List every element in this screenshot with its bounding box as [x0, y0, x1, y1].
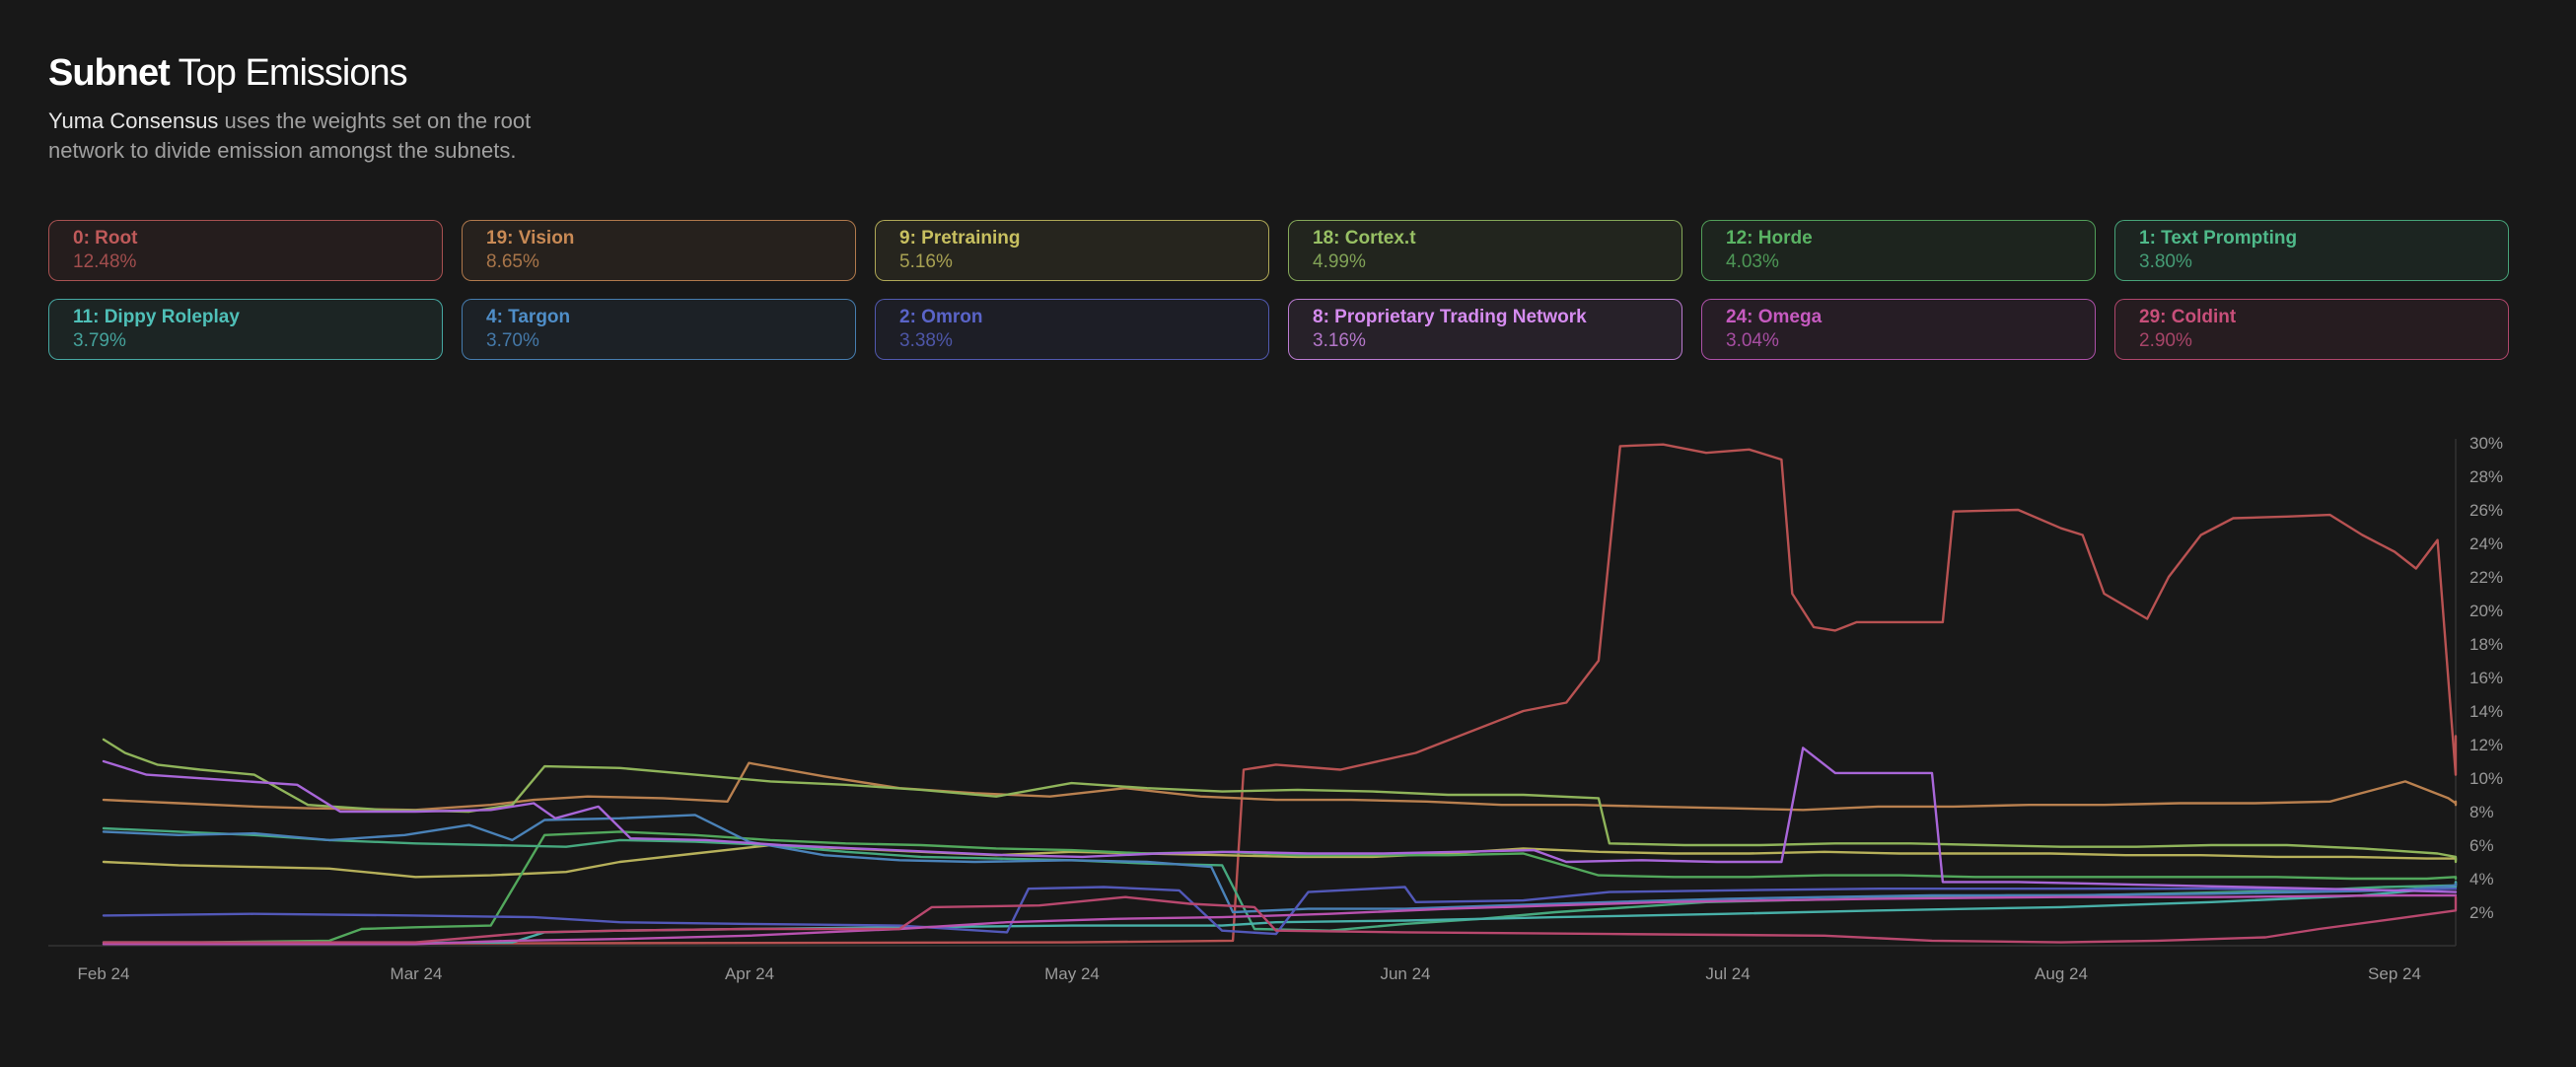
legend-value: 12.48%	[73, 251, 137, 272]
series-line	[102, 886, 2458, 936]
y-tick-label: 28%	[2469, 467, 2503, 486]
legend-value: 8.65%	[486, 251, 539, 272]
legend-value: 2.90%	[2139, 330, 2192, 351]
legend-name: 2: Omron	[899, 307, 983, 327]
legend-card[interactable]: 2: Omron 3.38%	[875, 299, 1269, 360]
legend-value: 3.80%	[2139, 251, 2192, 272]
x-tick-label: Aug 24	[2035, 964, 2088, 983]
subtitle-text: uses the weights set on the root network…	[48, 108, 532, 163]
x-tick-label: Jul 24	[1705, 964, 1750, 983]
legend-card[interactable]: 19: Vision 8.65%	[462, 220, 856, 281]
y-tick-label: 6%	[2469, 836, 2494, 855]
legend-card[interactable]: 29: Coldint 2.90%	[2114, 299, 2509, 360]
title-light: Top Emissions	[178, 52, 408, 94]
subnet-legend: 0: Root 12.48% 19: Vision 8.65% 9: Pretraini…	[48, 220, 2509, 360]
x-tick-label: Feb 24	[78, 964, 130, 983]
series-line	[102, 443, 2458, 946]
y-tick-label: 16%	[2469, 669, 2503, 687]
legend-card[interactable]: 12: Horde 4.03%	[1701, 220, 2096, 281]
series-line	[102, 881, 2458, 946]
page-subtitle: Yuma Consensus uses the weights set on t…	[48, 107, 601, 166]
y-tick-label: 4%	[2469, 870, 2494, 889]
series-line	[102, 843, 2458, 879]
legend-card[interactable]: 0: Root 12.48%	[48, 220, 443, 281]
x-tick-label: Jun 24	[1380, 964, 1430, 983]
legend-name: 4: Targon	[486, 307, 571, 327]
y-tick-label: 18%	[2469, 635, 2503, 654]
legend-card[interactable]: 4: Targon 3.70%	[462, 299, 856, 360]
legend-card[interactable]: 1: Text Prompting 3.80%	[2114, 220, 2509, 281]
legend-card[interactable]: 11: Dippy Roleplay 3.79%	[48, 299, 443, 360]
series-line	[102, 761, 2458, 812]
y-tick-label: 20%	[2469, 602, 2503, 620]
title-bold: Subnet	[48, 52, 171, 94]
legend-value: 4.99%	[1313, 251, 1366, 272]
legend-value: 3.16%	[1313, 330, 1366, 351]
y-tick-label: 14%	[2469, 702, 2503, 721]
series-line	[102, 893, 2458, 946]
legend-value: 3.79%	[73, 330, 126, 351]
legend-name: 24: Omega	[1726, 307, 1823, 327]
legend-name: 1: Text Prompting	[2139, 228, 2298, 249]
legend-value: 4.03%	[1726, 251, 1779, 272]
legend-name: 8: Proprietary Trading Network	[1313, 307, 1587, 327]
legend-card[interactable]: 8: Proprietary Trading Network 3.16%	[1288, 299, 1682, 360]
legend-card[interactable]: 9: Pretraining 5.16%	[875, 220, 1269, 281]
x-tick-label: Sep 24	[2368, 964, 2421, 983]
legend-card[interactable]: 24: Omega 3.04%	[1701, 299, 2096, 360]
y-tick-label: 22%	[2469, 568, 2503, 587]
y-tick-label: 26%	[2469, 501, 2503, 520]
legend-name: 11: Dippy Roleplay	[73, 307, 240, 327]
legend-name: 0: Root	[73, 228, 138, 249]
x-tick-label: Mar 24	[391, 964, 443, 983]
legend-value: 5.16%	[899, 251, 953, 272]
legend-name: 29: Coldint	[2139, 307, 2237, 327]
legend-card[interactable]: 18: Cortex.t 4.99%	[1288, 220, 1682, 281]
legend-name: 12: Horde	[1726, 228, 1813, 249]
legend-value: 3.70%	[486, 330, 539, 351]
legend-value: 3.38%	[899, 330, 953, 351]
series-line	[102, 830, 2458, 944]
x-tick-label: May 24	[1044, 964, 1100, 983]
series-line	[102, 895, 2458, 944]
y-tick-label: 10%	[2469, 769, 2503, 788]
y-tick-label: 8%	[2469, 803, 2494, 821]
y-tick-label: 30%	[2469, 434, 2503, 453]
y-tick-label: 2%	[2469, 903, 2494, 922]
y-tick-label: 24%	[2469, 534, 2503, 553]
legend-value: 3.04%	[1726, 330, 1779, 351]
y-tick-label: 12%	[2469, 736, 2503, 754]
subtitle-highlight: Yuma Consensus	[48, 108, 219, 133]
series-line	[102, 747, 2458, 893]
page-title: Subnet Top Emissions	[48, 49, 408, 97]
legend-name: 18: Cortex.t	[1313, 228, 1416, 249]
x-tick-label: Apr 24	[725, 964, 774, 983]
legend-name: 19: Vision	[486, 228, 575, 249]
legend-name: 9: Pretraining	[899, 228, 1021, 249]
series-line	[102, 814, 2458, 914]
